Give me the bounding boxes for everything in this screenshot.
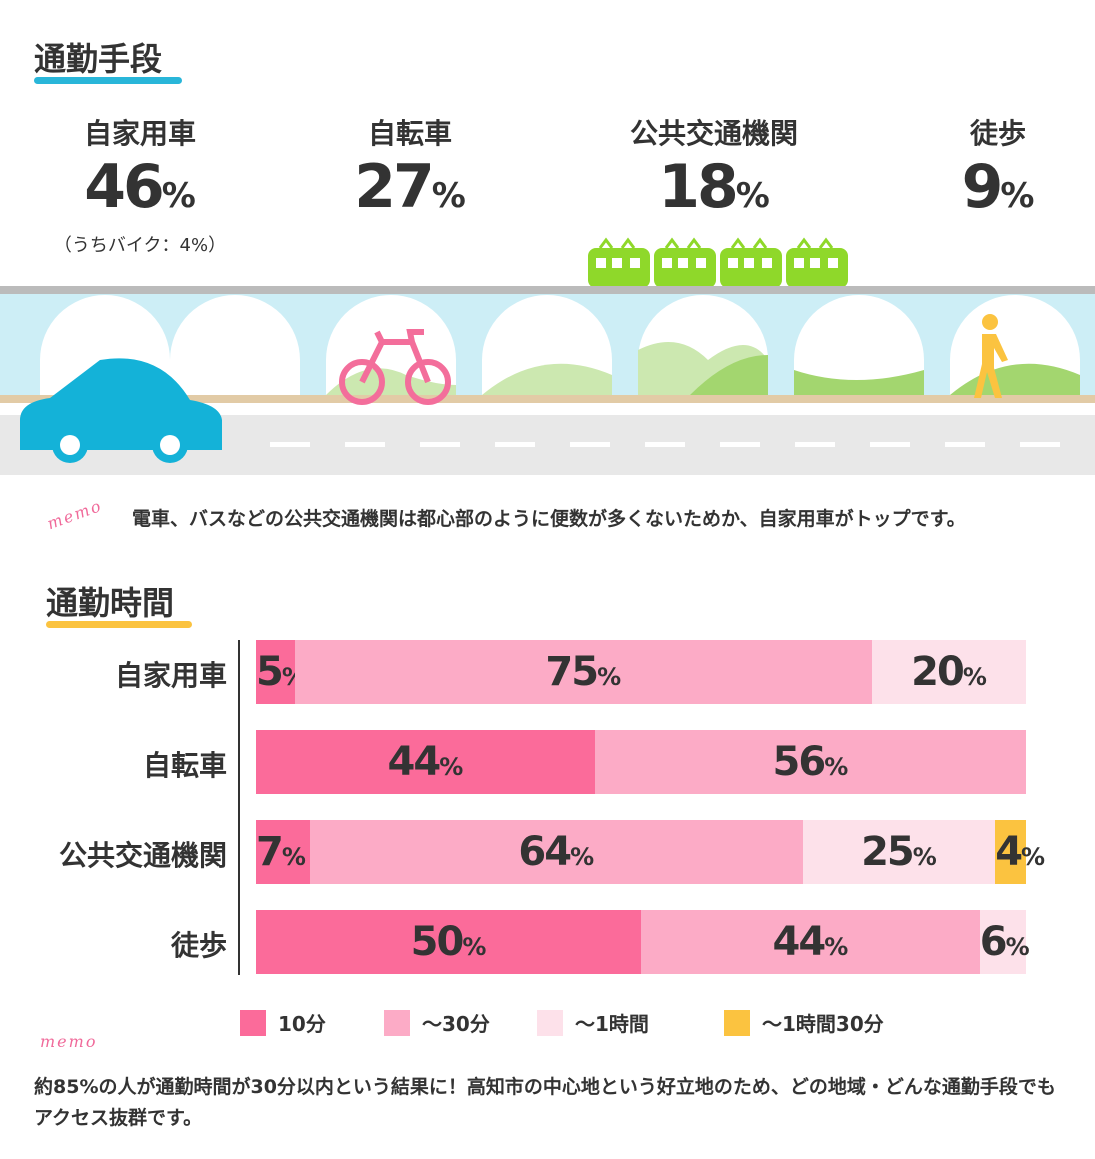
legend-swatch bbox=[384, 1009, 410, 1036]
category-label: 自転車 bbox=[142, 749, 227, 782]
category-label: 徒歩 bbox=[170, 929, 227, 962]
title-underline bbox=[46, 621, 192, 628]
data-label: 4% bbox=[995, 829, 1046, 875]
bar-segment: 56% bbox=[594, 730, 1026, 794]
mode-label: 公共交通機関 bbox=[629, 117, 798, 150]
memo-text: 約85%の人が通勤時間が30分以内という結果に！高知市の中心地という好立地のため… bbox=[34, 1076, 1056, 1129]
memo-tag: memo bbox=[40, 1032, 98, 1051]
data-label: 56% bbox=[772, 739, 849, 785]
mode-value: 9% bbox=[961, 152, 1035, 222]
legend-swatch bbox=[537, 1009, 563, 1036]
memo-text: 電車、バスなどの公共交通機関は都心部のように便数が多くないためか、自家用車がトッ… bbox=[132, 508, 966, 530]
data-label: 25% bbox=[861, 829, 937, 875]
bar-segment: 4% bbox=[995, 820, 1045, 884]
category-label: 自家用車 bbox=[114, 659, 227, 692]
mode-label: 徒歩 bbox=[969, 117, 1026, 150]
legend-swatch bbox=[724, 1009, 750, 1036]
mode-bike: 自転車 27% bbox=[290, 112, 530, 231]
car-icon bbox=[20, 358, 222, 463]
bar-segment: 44% bbox=[641, 910, 980, 974]
data-label: 44% bbox=[387, 739, 464, 785]
mode-value: 46% bbox=[84, 152, 196, 222]
mode-value: 18% bbox=[658, 152, 770, 222]
data-label: 50% bbox=[410, 919, 487, 965]
chart-axis bbox=[238, 640, 240, 975]
section1-title: 通勤手段 bbox=[34, 40, 163, 78]
legend-swatch bbox=[240, 1009, 266, 1036]
category-label: 公共交通機関 bbox=[58, 839, 227, 872]
section2-title: 通勤時間 bbox=[46, 584, 175, 622]
legend-item: ～30分 bbox=[384, 1008, 490, 1037]
bar-segment: 6% bbox=[979, 910, 1030, 974]
data-label: 20% bbox=[911, 649, 987, 695]
bicycle-icon bbox=[339, 329, 451, 405]
bar-segment: 64% bbox=[309, 820, 803, 884]
data-label: 44% bbox=[772, 919, 849, 965]
train-icon bbox=[588, 237, 850, 290]
bar-segment: 50% bbox=[256, 910, 641, 974]
bar-segment: 7% bbox=[256, 820, 310, 884]
mode-note: （うちバイク：4%） bbox=[53, 235, 227, 256]
legend-item: 10分 bbox=[240, 1008, 326, 1037]
data-label: 7% bbox=[256, 829, 306, 875]
mode-label: 自転車 bbox=[367, 117, 452, 150]
mode-public: 公共交通機関 18% bbox=[594, 112, 834, 231]
mode-label: 自家用車 bbox=[83, 117, 196, 150]
title-underline bbox=[34, 77, 182, 84]
memo-tag: memo bbox=[44, 495, 105, 534]
bar-segment: 44% bbox=[256, 730, 595, 794]
legend-item: ～1時間 bbox=[537, 1008, 649, 1037]
mode-car: 自家用車 46% （うちバイク：4%） bbox=[20, 112, 260, 257]
bar-segment: 5% bbox=[256, 640, 306, 704]
bar-segment: 25% bbox=[802, 820, 996, 884]
mode-value: 27% bbox=[354, 152, 466, 222]
commute-illustration bbox=[0, 237, 1095, 475]
walker-icon bbox=[974, 314, 1008, 398]
mode-walk: 徒歩 9% bbox=[878, 112, 1095, 231]
legend-item: ～1時間30分 bbox=[724, 1008, 884, 1037]
bar-segment: 20% bbox=[872, 640, 1026, 704]
data-label: 6% bbox=[979, 919, 1030, 965]
bar-segment: 75% bbox=[294, 640, 872, 704]
data-label: 75% bbox=[545, 649, 622, 695]
rail bbox=[0, 286, 1095, 294]
data-label: 64% bbox=[518, 829, 595, 875]
